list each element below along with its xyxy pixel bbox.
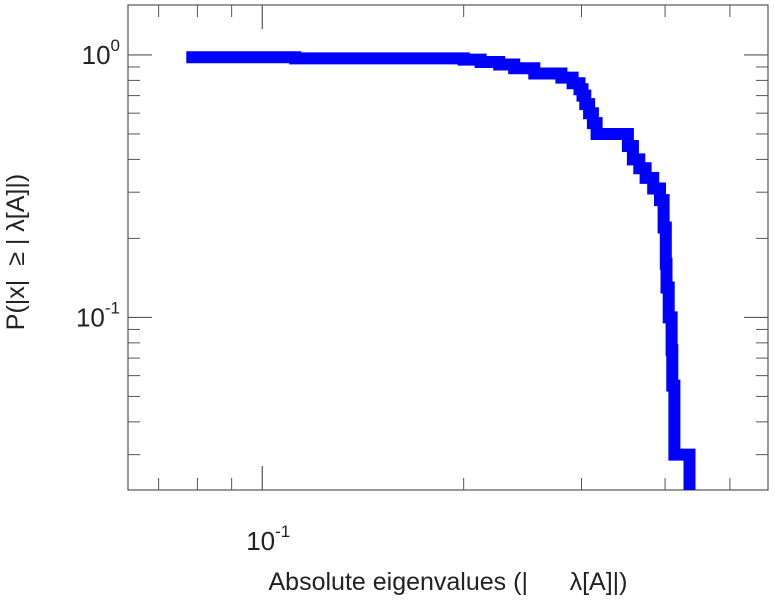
x-tick-label: 10-1 — [246, 522, 290, 556]
x-axis-label: Absolute eigenvalues (| λ[A]|) — [269, 568, 628, 596]
y-tick-label: 10-1 — [76, 298, 120, 332]
y-axis-label: P(|x| ≥ | λ[A]|) — [2, 174, 30, 330]
y-minor-ticks — [128, 66, 768, 456]
series-line-0 — [186, 51, 696, 490]
y-major-ticks: 100 10-1 — [76, 36, 768, 332]
x-major-ticks: 10-1 — [246, 5, 290, 556]
plot-frame — [127, 4, 769, 491]
y-tick-label: 100 — [82, 36, 120, 70]
x-minor-ticks — [158, 5, 731, 490]
